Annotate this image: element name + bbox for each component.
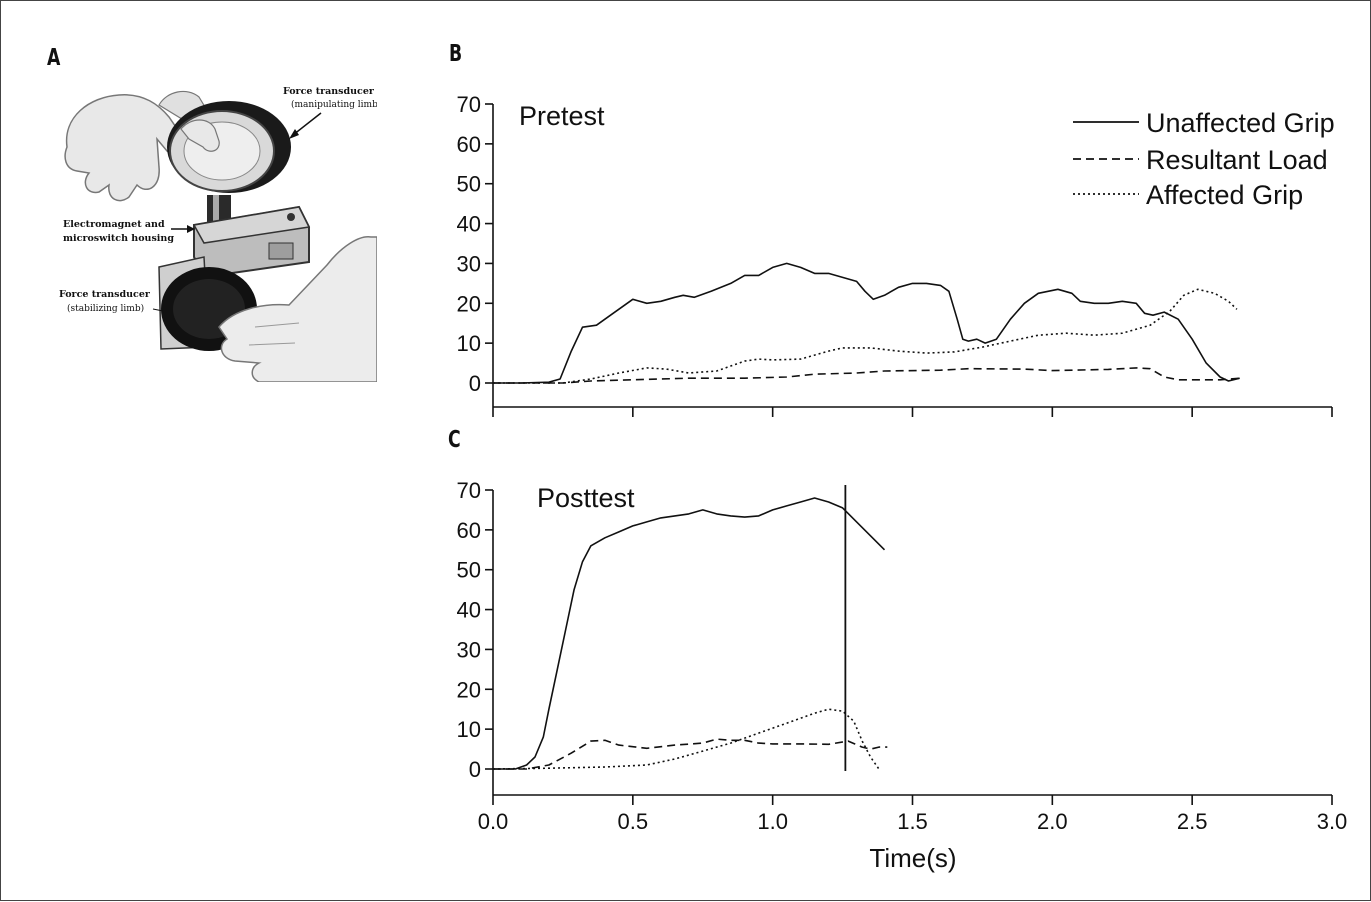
panel-label-b: B (449, 41, 463, 67)
series-line-unaffected-grip (493, 497, 886, 770)
photo-label-bottom-sub: (stabilizing limb) (67, 303, 144, 314)
panel-label-c: C (448, 427, 461, 453)
y-tick-label: 0 (469, 371, 481, 396)
legend-label-resultant: Resultant Load (1146, 145, 1328, 175)
photo-label-mid-2: microswitch housing (63, 233, 174, 244)
x-tick-label: 2.0 (1037, 809, 1068, 834)
y-tick-label: 60 (457, 518, 481, 543)
chart-pretest: Pretest 0 10 20 30 40 50 60 70 (457, 92, 1333, 417)
y-tick-label: 20 (457, 291, 481, 316)
y-tick-label: 40 (457, 212, 481, 237)
chart-posttest-title: Posttest (537, 483, 635, 513)
y-tick-label: 0 (469, 757, 481, 782)
series-line-affected-grip (492, 708, 880, 770)
x-tick-label: 0.5 (618, 809, 649, 834)
series-line-resultant-load (493, 367, 1240, 384)
photo-label-top: Force transducer (283, 86, 375, 97)
y-tick-label: 10 (457, 717, 481, 742)
x-tick-label: 1.5 (897, 809, 928, 834)
apparatus-photo: Force transducer (manipulating limb) Ele… (59, 77, 377, 382)
panel-label-a: A (47, 45, 61, 71)
photo-label-top-sub: (manipulating limb) (291, 99, 377, 110)
y-tick-label: 40 (457, 598, 481, 623)
y-tick-label: 50 (457, 558, 481, 583)
y-tick-label: 70 (457, 478, 481, 503)
series-line-unaffected-grip (493, 262, 1240, 384)
legend-label-affected: Affected Grip (1146, 180, 1303, 210)
x-axis-title: Time(s) (869, 843, 956, 873)
x-tick-label: 2.5 (1177, 809, 1208, 834)
y-tick-label: 30 (457, 637, 481, 662)
series-line-affected-grip (493, 288, 1238, 384)
series-line-resultant-load (493, 738, 888, 770)
photo-label-mid-1: Electromagnet and (63, 219, 165, 230)
y-tick-label: 50 (457, 172, 481, 197)
photo-label-bottom: Force transducer (59, 289, 151, 300)
legend-label-unaffected: Unaffected Grip (1146, 108, 1335, 138)
y-tick-label: 10 (457, 331, 481, 356)
y-tick-label: 30 (457, 251, 481, 276)
x-tick-label: 1.0 (757, 809, 788, 834)
x-tick-label: 3.0 (1317, 809, 1348, 834)
y-tick-label: 70 (457, 92, 481, 117)
chart-pretest-title: Pretest (519, 101, 605, 131)
x-tick-label: 0.0 (478, 809, 509, 834)
y-tick-label: 20 (457, 677, 481, 702)
legend: Unaffected Grip Resultant Load Affected … (1073, 108, 1335, 210)
chart-posttest: Posttest Time(s) 0 10 20 30 40 50 60 70 0.0 0.5 1.… (457, 478, 1348, 873)
y-tick-label: 60 (457, 132, 481, 157)
